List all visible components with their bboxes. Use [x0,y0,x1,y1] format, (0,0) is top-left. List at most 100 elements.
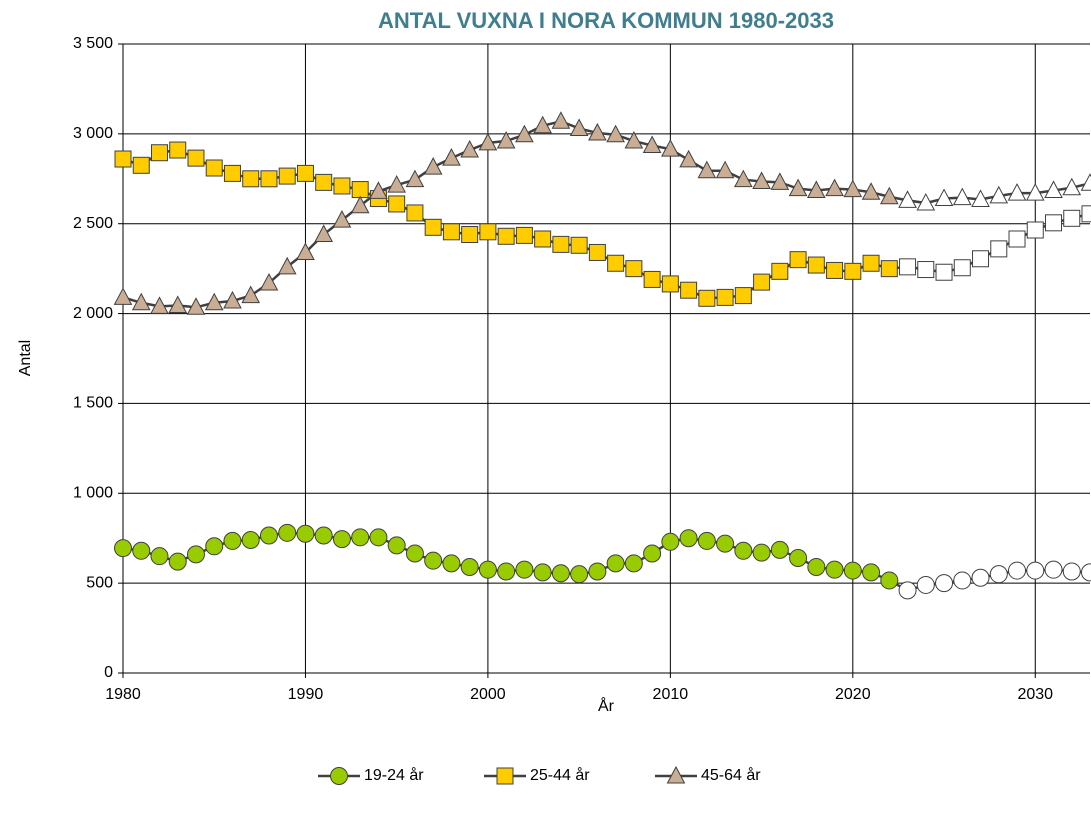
marker [752,171,771,189]
marker [934,188,954,207]
marker [716,288,734,306]
legend-label: 25-44 år [530,766,590,784]
marker [350,195,370,214]
marker [405,169,425,188]
marker [1063,209,1081,227]
marker [278,523,297,542]
marker [880,260,898,278]
marker [1026,561,1045,580]
marker [643,544,662,563]
marker [771,262,789,280]
marker [971,568,990,587]
marker [1081,205,1091,223]
marker [461,225,479,243]
marker [642,135,662,154]
marker [314,224,334,242]
marker [1062,177,1082,196]
marker [552,235,570,253]
marker [496,130,516,149]
marker [405,544,424,563]
marker [150,296,169,314]
legend-label: 45-64 år [701,766,761,784]
marker [826,261,844,279]
marker [150,144,168,162]
marker [661,275,679,293]
marker [296,242,315,260]
marker [789,548,808,567]
legend-label: 19-24 år [364,766,424,784]
marker [1008,230,1026,248]
marker [879,186,899,205]
marker [770,172,790,190]
marker [807,557,826,576]
marker [862,563,881,582]
marker [825,560,844,579]
marker [423,157,443,175]
legend-item: 45-64 år [655,765,761,784]
marker [1044,560,1063,579]
marker [277,256,297,275]
marker [588,122,607,141]
marker [861,182,881,200]
marker [534,230,552,248]
marker [296,524,315,543]
marker [114,150,132,168]
marker [625,260,643,278]
marker [223,531,242,550]
marker [972,250,990,268]
x-axis-label: År [598,696,615,715]
marker [643,270,661,288]
marker [1007,183,1027,201]
marker [169,141,187,159]
y-axis-label: Antal [17,340,34,376]
marker [333,177,351,195]
marker [953,259,971,277]
marker [607,254,625,272]
marker [296,164,314,182]
marker [496,767,514,785]
marker [533,115,552,134]
marker [570,565,589,584]
marker [497,562,516,581]
marker [551,111,571,129]
marker [971,189,990,207]
marker [278,167,296,185]
marker [205,159,223,177]
marker [442,148,461,166]
marker [351,528,370,547]
marker [168,552,187,571]
marker [150,547,169,566]
marker [132,541,151,560]
marker [788,178,808,197]
marker [387,536,406,555]
marker [899,258,917,276]
marker [315,173,333,191]
marker [862,254,880,272]
marker [351,181,369,199]
x-tick-label: 1980 [105,686,141,703]
marker [114,539,132,558]
marker [606,124,625,143]
marker [843,179,863,198]
legend-item: 19-24 år [318,766,424,785]
y-tick-label: 3 000 [73,125,113,142]
marker [1044,180,1063,198]
marker [666,765,686,784]
marker [734,541,753,560]
marker [990,240,1008,258]
marker [205,537,224,556]
marker [204,292,224,311]
marker [661,532,680,551]
marker [330,767,348,785]
chart-title: ANTAL VUXNA I NORA KOMMUN 1980-2033 [378,8,834,33]
marker [369,528,388,547]
marker [624,130,644,149]
marker [332,530,351,549]
marker [533,563,552,582]
x-tick-label: 2010 [653,686,689,703]
marker [241,285,261,304]
marker [460,557,479,576]
marker [843,561,862,580]
marker [186,297,206,315]
